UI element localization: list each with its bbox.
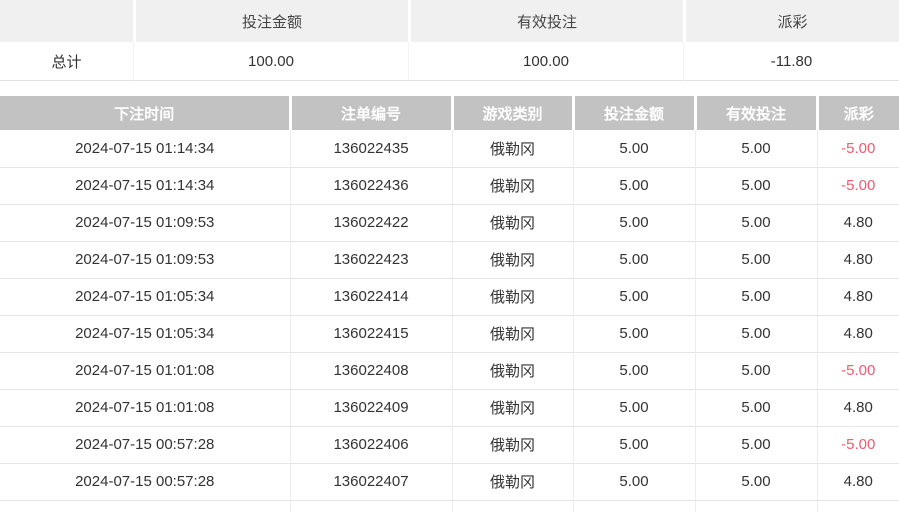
cell-bet-time: 2024-07-15 01:09:53 xyxy=(0,241,290,279)
cell-bet-time: 2024-07-15 01:14:34 xyxy=(0,167,290,205)
cell-game-type: 俄勒冈 xyxy=(451,426,573,464)
table-row: 2024-07-15 01:05:34 136022415 俄勒冈 5.00 5… xyxy=(0,315,899,353)
cell-valid-bet: 5.00 xyxy=(694,167,817,205)
cell-order-id: 136022436 xyxy=(289,167,452,205)
table-row: 2024-07-15 01:14:34 136022435 俄勒冈 5.00 5… xyxy=(0,130,899,168)
table-row xyxy=(0,500,899,512)
cell-bet-time: 2024-07-15 00:57:28 xyxy=(0,426,290,464)
summary-header-bet-amount: 投注金额 xyxy=(133,0,408,42)
column-header-bet-amount: 投注金额 xyxy=(571,96,695,130)
cell-payout: -5.00 xyxy=(816,167,899,205)
cell-payout xyxy=(816,500,899,512)
cell-payout: -5.00 xyxy=(816,426,899,464)
cell-game-type: 俄勒冈 xyxy=(451,278,573,316)
column-header-valid-bet: 有效投注 xyxy=(693,96,817,130)
table-row: 2024-07-15 01:01:08 136022408 俄勒冈 5.00 5… xyxy=(0,352,899,390)
cell-payout: -5.00 xyxy=(816,130,899,168)
cell-order-id: 136022406 xyxy=(289,426,452,464)
cell-bet-amount: 5.00 xyxy=(572,426,695,464)
cell-payout: 4.80 xyxy=(816,204,899,242)
cell-bet-amount: 5.00 xyxy=(572,130,695,168)
cell-order-id: 136022422 xyxy=(289,204,452,242)
cell-bet-time: 2024-07-15 01:14:34 xyxy=(0,130,290,168)
table-row: 2024-07-15 01:14:34 136022436 俄勒冈 5.00 5… xyxy=(0,167,899,205)
bet-history-header: 下注时间 注单编号 游戏类别 投注金额 有效投注 派彩 xyxy=(0,96,899,130)
table-row: 2024-07-15 01:01:08 136022409 俄勒冈 5.00 5… xyxy=(0,389,899,427)
cell-valid-bet: 5.00 xyxy=(694,389,817,427)
cell-valid-bet: 5.00 xyxy=(694,315,817,353)
cell-bet-time: 2024-07-15 01:09:53 xyxy=(0,204,290,242)
cell-game-type: 俄勒冈 xyxy=(451,241,573,279)
cell-game-type: 俄勒冈 xyxy=(451,352,573,390)
table-row: 2024-07-15 00:57:28 136022407 俄勒冈 5.00 5… xyxy=(0,463,899,501)
summary-payout-value: -11.80 xyxy=(683,42,899,81)
cell-bet-amount: 5.00 xyxy=(572,463,695,501)
cell-game-type xyxy=(451,500,573,512)
cell-game-type: 俄勒冈 xyxy=(451,315,573,353)
cell-bet-amount xyxy=(572,500,695,512)
cell-payout: 4.80 xyxy=(816,241,899,279)
bet-table-body: 2024-07-15 01:14:34 136022435 俄勒冈 5.00 5… xyxy=(0,130,899,512)
cell-bet-amount: 5.00 xyxy=(572,167,695,205)
bet-history-table: 下注时间 注单编号 游戏类别 投注金额 有效投注 派彩 2024-07-15 0… xyxy=(0,96,899,512)
cell-order-id: 136022407 xyxy=(289,463,452,501)
cell-valid-bet xyxy=(694,500,817,512)
summary-header-valid-bet: 有效投注 xyxy=(408,0,683,42)
cell-order-id: 136022414 xyxy=(289,278,452,316)
summary-total-label: 总计 xyxy=(0,42,133,81)
cell-game-type: 俄勒冈 xyxy=(451,130,573,168)
cell-bet-time: 2024-07-15 01:05:34 xyxy=(0,315,290,353)
table-row: 2024-07-15 01:05:34 136022414 俄勒冈 5.00 5… xyxy=(0,278,899,316)
table-row: 2024-07-15 01:09:53 136022422 俄勒冈 5.00 5… xyxy=(0,204,899,242)
summary-table: 投注金额 有效投注 派彩 总计 100.00 100.00 -11.80 xyxy=(0,0,899,81)
cell-payout: 4.80 xyxy=(816,315,899,353)
cell-valid-bet: 5.00 xyxy=(694,241,817,279)
cell-bet-amount: 5.00 xyxy=(572,315,695,353)
cell-order-id: 136022409 xyxy=(289,389,452,427)
cell-order-id: 136022408 xyxy=(289,352,452,390)
cell-bet-time: 2024-07-15 01:01:08 xyxy=(0,389,290,427)
cell-order-id xyxy=(289,500,452,512)
cell-payout: 4.80 xyxy=(816,389,899,427)
cell-game-type: 俄勒冈 xyxy=(451,389,573,427)
cell-valid-bet: 5.00 xyxy=(694,426,817,464)
cell-bet-amount: 5.00 xyxy=(572,204,695,242)
column-header-game-type: 游戏类别 xyxy=(450,96,573,130)
table-row: 2024-07-15 00:57:28 136022406 俄勒冈 5.00 5… xyxy=(0,426,899,464)
cell-bet-amount: 5.00 xyxy=(572,389,695,427)
cell-bet-time: 2024-07-15 01:05:34 xyxy=(0,278,290,316)
cell-bet-amount: 5.00 xyxy=(572,278,695,316)
cell-payout: 4.80 xyxy=(816,278,899,316)
cell-order-id: 136022415 xyxy=(289,315,452,353)
cell-payout: -5.00 xyxy=(816,352,899,390)
column-header-payout: 派彩 xyxy=(815,96,899,130)
column-header-bet-time: 下注时间 xyxy=(0,96,290,130)
cell-bet-time: 2024-07-15 00:57:28 xyxy=(0,463,290,501)
cell-valid-bet: 5.00 xyxy=(694,352,817,390)
cell-bet-amount: 5.00 xyxy=(572,241,695,279)
cell-order-id: 136022435 xyxy=(289,130,452,168)
cell-valid-bet: 5.00 xyxy=(694,463,817,501)
section-divider xyxy=(0,81,899,96)
cell-game-type: 俄勒冈 xyxy=(451,204,573,242)
summary-header-empty xyxy=(0,0,133,42)
summary-valid-bet-value: 100.00 xyxy=(408,42,683,81)
summary-bet-amount-value: 100.00 xyxy=(133,42,408,81)
cell-order-id: 136022423 xyxy=(289,241,452,279)
cell-game-type: 俄勒冈 xyxy=(451,167,573,205)
cell-valid-bet: 5.00 xyxy=(694,278,817,316)
cell-valid-bet: 5.00 xyxy=(694,130,817,168)
cell-bet-amount: 5.00 xyxy=(572,352,695,390)
cell-payout: 4.80 xyxy=(816,463,899,501)
cell-bet-time: 2024-07-15 01:01:08 xyxy=(0,352,290,390)
summary-header-payout: 派彩 xyxy=(683,0,899,42)
column-header-order-id: 注单编号 xyxy=(288,96,452,130)
cell-valid-bet: 5.00 xyxy=(694,204,817,242)
table-row: 2024-07-15 01:09:53 136022423 俄勒冈 5.00 5… xyxy=(0,241,899,279)
cell-bet-time xyxy=(0,500,290,512)
cell-game-type: 俄勒冈 xyxy=(451,463,573,501)
